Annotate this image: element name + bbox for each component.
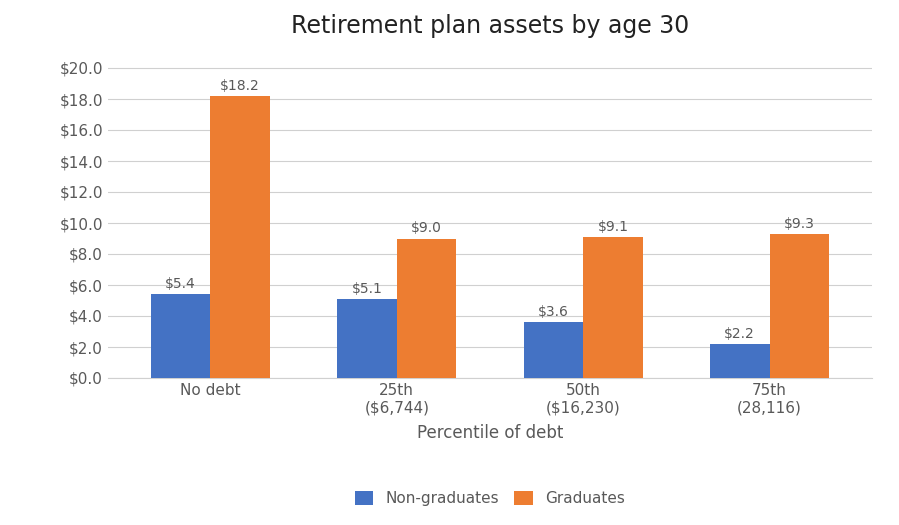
Bar xyxy=(583,237,643,378)
Text: $3.6: $3.6 xyxy=(538,305,569,319)
Legend: Non-graduates, Graduates: Non-graduates, Graduates xyxy=(347,484,633,513)
Bar xyxy=(210,96,270,378)
Title: Retirement plan assets by age 30: Retirement plan assets by age 30 xyxy=(291,14,689,38)
Bar xyxy=(396,238,457,378)
Text: $5.4: $5.4 xyxy=(165,277,196,291)
Bar xyxy=(523,322,583,378)
Bar xyxy=(151,295,210,378)
X-axis label: Percentile of debt: Percentile of debt xyxy=(417,424,563,442)
Text: $9.0: $9.0 xyxy=(411,222,442,235)
Bar xyxy=(337,299,396,378)
Text: $9.3: $9.3 xyxy=(784,217,814,231)
Bar xyxy=(770,234,829,378)
Text: $2.2: $2.2 xyxy=(725,327,755,341)
Text: $9.1: $9.1 xyxy=(598,220,628,234)
Text: $5.1: $5.1 xyxy=(352,282,382,296)
Text: $18.2: $18.2 xyxy=(220,79,260,93)
Bar xyxy=(710,344,770,378)
